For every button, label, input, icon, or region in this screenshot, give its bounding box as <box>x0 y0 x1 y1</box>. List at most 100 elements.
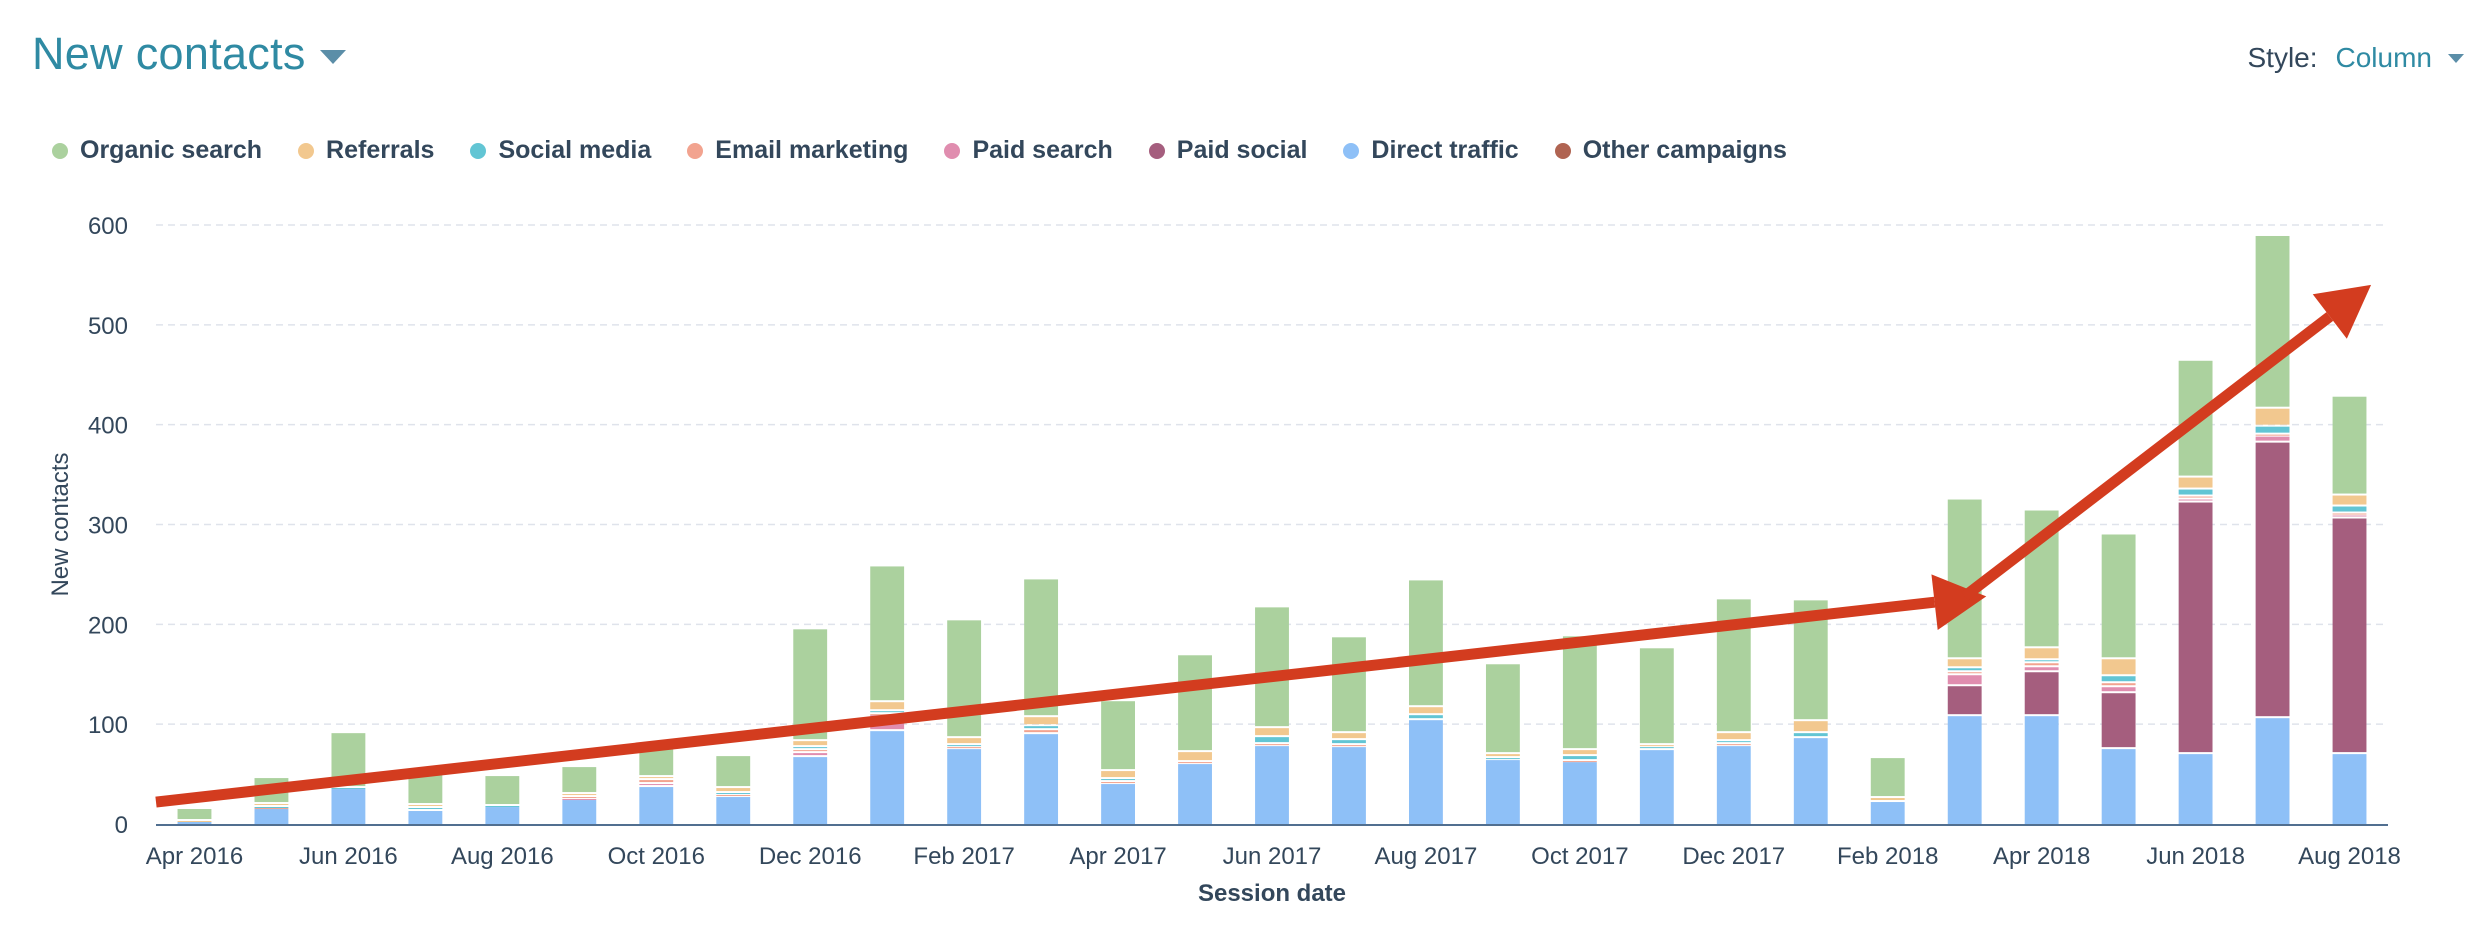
x-tick-label: Aug 2017 <box>1375 843 1478 870</box>
bar-segment <box>2332 515 2367 517</box>
legend-dot-icon <box>298 142 315 159</box>
bar-segment <box>2178 489 2213 495</box>
legend-item[interactable]: Email marketing <box>687 136 908 165</box>
legend-item[interactable]: Organic search <box>52 136 262 165</box>
bar-segment <box>1947 686 1982 715</box>
bar-segment <box>1255 737 1289 743</box>
bar-segment <box>2101 534 2136 658</box>
y-tick-label: 200 <box>88 612 128 639</box>
legend-item[interactable]: Referrals <box>298 136 434 165</box>
bar-segment <box>2101 687 2136 692</box>
bar-segment <box>2101 749 2136 824</box>
bar-segment <box>793 750 828 752</box>
bar-segment <box>1947 659 1982 667</box>
x-tick-label: Dec 2017 <box>1682 843 1785 870</box>
x-tick-label: Jun 2016 <box>299 843 398 870</box>
legend-item[interactable]: Paid search <box>944 136 1113 165</box>
bar-segment <box>2332 506 2367 512</box>
legend-label: Paid search <box>972 136 1113 164</box>
bar-segment <box>716 797 751 824</box>
bar-segment <box>2332 495 2367 505</box>
legend-dot-icon <box>470 142 487 159</box>
bar-segment <box>562 797 597 799</box>
legend-item[interactable]: Social media <box>470 136 651 165</box>
bar-segment <box>1562 636 1597 749</box>
bar-segment <box>1255 607 1289 727</box>
bar-segment <box>793 747 828 749</box>
bar-segment <box>1562 756 1597 760</box>
bar-segment <box>947 747 982 749</box>
chevron-down-icon <box>319 50 346 64</box>
x-tick-label: Dec 2016 <box>759 843 862 870</box>
bar-segment <box>1408 707 1443 714</box>
bar-segment <box>562 799 597 801</box>
bar-segment <box>639 777 674 779</box>
bar-segment <box>1639 745 1674 747</box>
bar-segment <box>716 788 751 792</box>
legend-dot-icon <box>1554 142 1571 159</box>
chart-title-dropdown[interactable]: New contacts <box>32 28 346 80</box>
bar-segment <box>870 731 905 824</box>
bar-segment <box>1485 664 1520 753</box>
bar-segment <box>1255 746 1289 824</box>
bar-segment <box>1178 655 1212 751</box>
legend-item[interactable]: Direct traffic <box>1343 136 1519 165</box>
bar-segment <box>1101 784 1136 824</box>
bar-segment <box>1332 747 1366 824</box>
bar-segment <box>562 800 597 824</box>
x-tick-label: Aug 2016 <box>451 843 554 870</box>
y-tick-label: 100 <box>88 712 128 739</box>
x-tick-label: Aug 2018 <box>2298 843 2401 870</box>
bar-segment <box>2101 676 2136 682</box>
bar-segment <box>1562 762 1597 824</box>
bar-segment <box>1408 715 1443 719</box>
x-tick-label: Oct 2017 <box>1531 843 1628 870</box>
legend-item[interactable]: Other campaigns <box>1554 136 1787 165</box>
legend-item[interactable]: Paid social <box>1148 136 1308 165</box>
bar-segment <box>1101 701 1136 770</box>
bar-segment <box>1024 579 1059 716</box>
bar-segment <box>331 789 366 824</box>
bar-segment <box>2101 683 2136 686</box>
bar-segment <box>1562 750 1597 755</box>
bar-segment <box>2024 660 2059 662</box>
bar-segment <box>2332 513 2367 515</box>
bar-segment <box>2178 754 2213 824</box>
bar-segment <box>1639 648 1674 744</box>
bar-segment <box>562 767 597 793</box>
bar-segment <box>1947 716 1982 824</box>
bar-segment <box>1870 802 1905 824</box>
bar-segment <box>1947 668 1982 671</box>
bar-segment <box>1639 747 1674 749</box>
bar-segment <box>1178 764 1212 824</box>
legend-label: Paid social <box>1176 136 1308 164</box>
legend-label: Organic search <box>80 136 263 164</box>
bar-segment <box>1716 744 1751 746</box>
chevron-down-icon <box>2448 53 2464 63</box>
style-dropdown[interactable]: Column <box>2336 42 2464 74</box>
bar-segment <box>1024 734 1059 824</box>
bar-segment <box>1101 771 1136 778</box>
bar-segment <box>947 738 982 744</box>
bar-segment <box>2332 396 2367 494</box>
style-label: Style: <box>2247 42 2318 73</box>
bar-segment <box>1332 637 1366 732</box>
style-picker: Style: Column <box>2247 42 2464 74</box>
trend-arrow-line <box>1961 312 2334 601</box>
bar-segment <box>1332 740 1366 744</box>
legend-label: Direct traffic <box>1371 136 1519 164</box>
bar-segment <box>2255 718 2290 824</box>
legend-label: Other campaigns <box>1582 136 1787 164</box>
bar-segment <box>2255 436 2290 441</box>
style-value: Column <box>2335 42 2432 73</box>
bar-segment <box>1947 499 1982 658</box>
bar-segment <box>1947 672 1982 674</box>
x-tick-label: Feb 2017 <box>913 843 1014 870</box>
legend-label: Social media <box>498 136 652 164</box>
bar-segment <box>1332 733 1366 739</box>
x-tick-label: Apr 2017 <box>1069 843 1166 870</box>
x-tick-label: Apr 2018 <box>1993 843 2090 870</box>
bar-segment <box>408 808 443 810</box>
bar-segment <box>2178 496 2213 498</box>
legend-dot-icon <box>1148 142 1165 159</box>
